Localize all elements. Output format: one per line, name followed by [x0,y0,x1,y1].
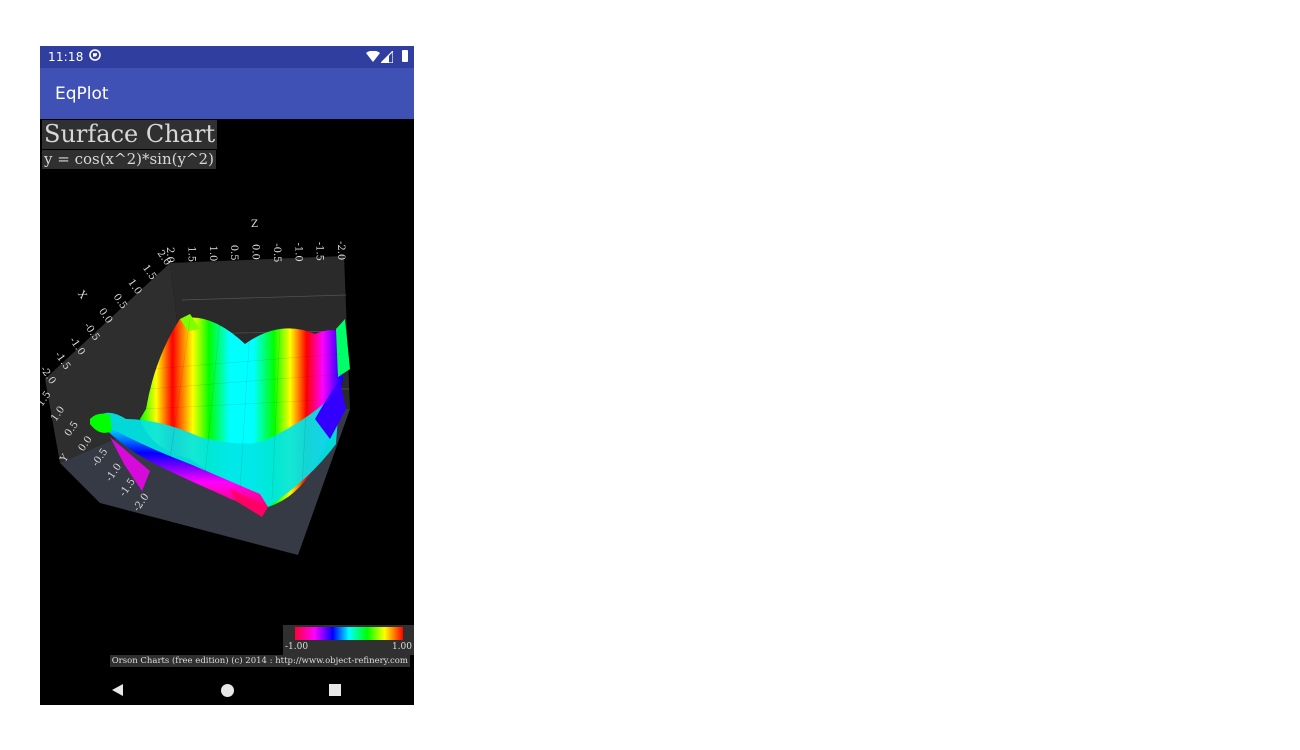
legend-max-label: 1.00 [391,642,412,652]
attribution-text: Orson Charts (free edition) (c) 2014 : h… [109,655,410,667]
signal-icon [381,51,393,63]
battery-icon [402,50,408,62]
app-bar: EqPlot [40,68,414,119]
status-time: 11:18 [48,50,84,64]
z-axis-tick: -0.5 [271,243,282,262]
legend-gradient [295,627,403,640]
color-legend: -1.00 1.00 [283,625,414,655]
z-axis-tick: 2.0 [164,247,175,263]
chart-subtitle: y = cos(x^2)*sin(y^2) [42,150,216,169]
legend-min-label: -1.00 [285,642,309,652]
z-axis-ticks: 2.0 1.5 1.0 0.5 0.0 -0.5 -1.0 -1.5 -2.0 [164,241,346,263]
z-axis-label: Z [251,219,258,230]
status-bar: 11:18 [40,46,414,68]
phone-screen: 11:18 EqPlot [40,46,414,705]
z-axis-tick: -1.0 [292,243,303,262]
chart-title: Surface Chart [42,120,218,149]
home-icon[interactable] [221,684,234,697]
wifi-icon [366,51,380,62]
back-icon[interactable] [112,684,123,696]
navigation-bar [40,677,414,705]
z-axis-tick: 1.0 [207,246,218,262]
z-axis-tick: -2.0 [335,241,346,260]
sync-icon [89,49,101,61]
recents-icon[interactable] [329,684,341,696]
app-title: EqPlot [55,84,109,104]
surface-plot [90,314,350,517]
z-axis-tick: 0.5 [228,245,239,261]
chart-canvas[interactable]: Z 2.0 1.5 1.0 0.5 0.0 -0.5 -1.0 -1.5 -2.0 X 2.0 1… [40,119,414,677]
z-axis-tick: 1.5 [185,246,196,262]
z-axis-tick: -1.5 [314,242,325,261]
z-axis-tick: 0.0 [250,244,261,260]
x-axis-label: X [75,289,89,302]
surface-chart[interactable]: Z 2.0 1.5 1.0 0.5 0.0 -0.5 -1.0 -1.5 -2.0 X 2.0 1… [40,119,414,677]
